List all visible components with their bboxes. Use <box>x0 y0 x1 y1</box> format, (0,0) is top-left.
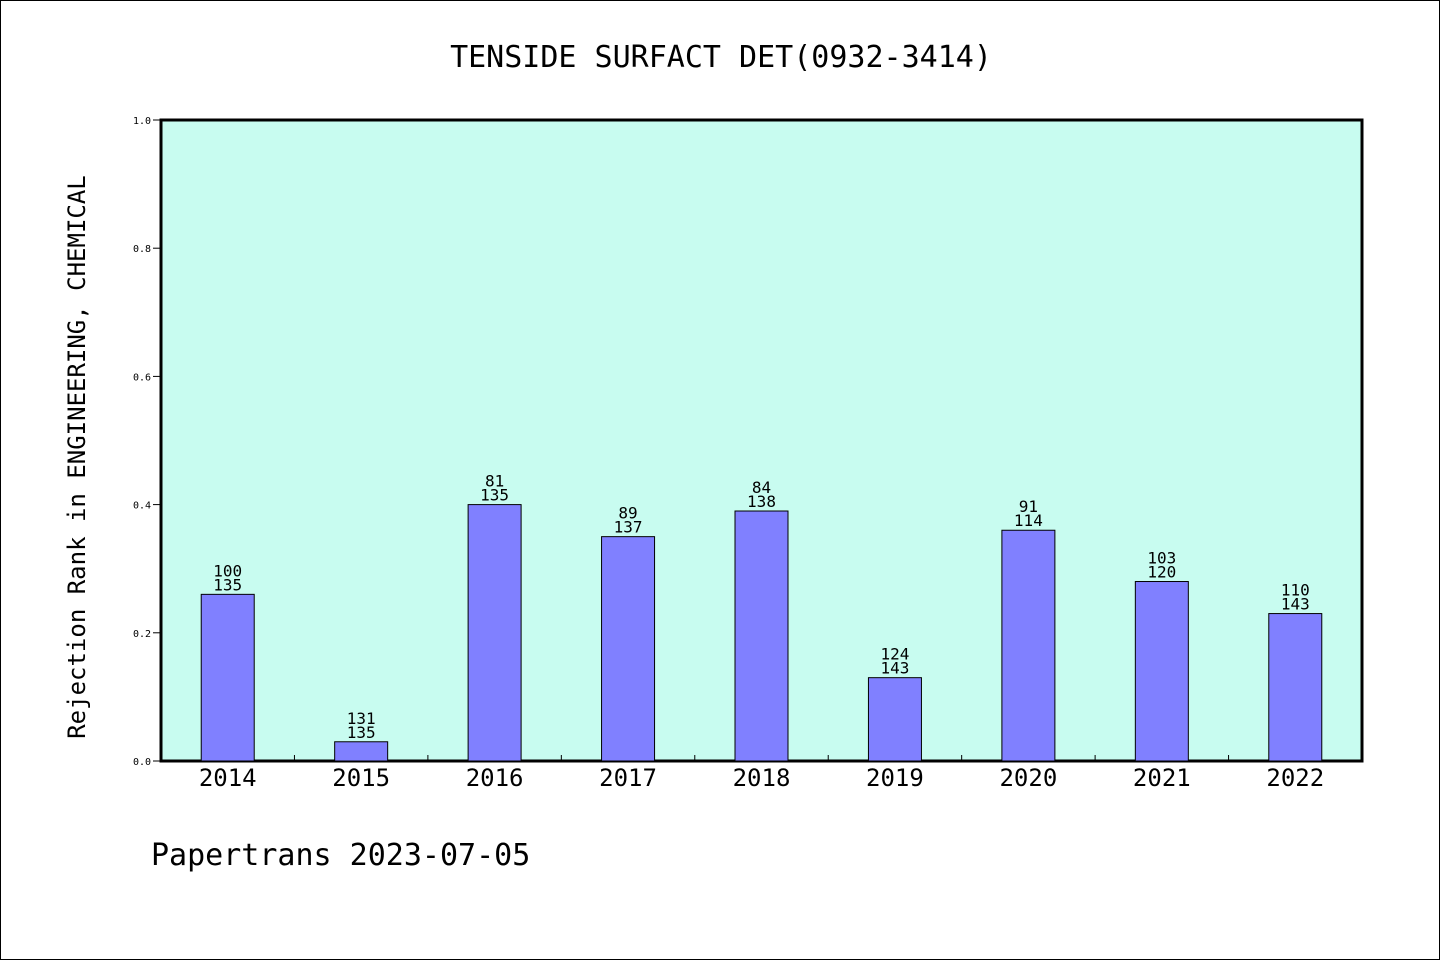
x-tick-label: 2017 <box>599 764 657 792</box>
x-tick-label: 2014 <box>199 764 257 792</box>
x-tick-label: 2020 <box>999 764 1057 792</box>
bar-2018 <box>734 510 789 762</box>
bar-2015 <box>334 741 389 762</box>
chart-title: TENSIDE SURFACT DET(0932-3414) <box>450 40 992 75</box>
bar-label-bottom: 135 <box>480 486 509 505</box>
bar-label-top: 124 <box>880 645 909 664</box>
bar-label-bottom: 143 <box>880 659 909 678</box>
x-tick-label: 2018 <box>733 764 791 792</box>
bar-label-top: 89 <box>618 504 637 523</box>
bars-group: 1001351311358113589137841381241439111410… <box>200 472 1323 762</box>
footer-note: Papertrans 2023-07-05 <box>151 838 530 873</box>
bar-2019 <box>867 677 922 762</box>
bar-label-bottom: 137 <box>614 518 643 537</box>
x-tick-label: 2016 <box>466 764 524 792</box>
x-tick-label: 2021 <box>1133 764 1191 792</box>
bar-label-bottom: 135 <box>213 575 242 594</box>
bar-label-top: 91 <box>1019 497 1038 516</box>
bar-label-bottom: 143 <box>1281 595 1310 614</box>
bar-2022 <box>1268 613 1323 762</box>
bar-label-bottom: 120 <box>1147 563 1176 582</box>
bar-label-bottom: 114 <box>1014 511 1043 530</box>
y-ticks-group: 0.0 0.2 0.4 0.6 0.8 1.0 <box>133 116 161 768</box>
bar-2021 <box>1134 581 1189 762</box>
bar-label-top: 110 <box>1281 581 1310 600</box>
y-tick-label: 0.0 <box>133 757 151 768</box>
bar-label-top: 100 <box>213 561 242 580</box>
bar-2020 <box>1001 529 1056 762</box>
bar-label-top: 81 <box>485 472 504 491</box>
bar-label-top: 103 <box>1147 549 1176 568</box>
y-axis-label: Rejection Rank in ENGINEERING, CHEMICAL <box>63 175 91 739</box>
x-tick-label: 2022 <box>1266 764 1324 792</box>
bar-label-top: 131 <box>347 709 376 728</box>
y-tick-label: 0.2 <box>133 629 151 640</box>
bar-2014 <box>200 593 255 762</box>
bar-2016 <box>467 504 522 762</box>
bar-2017 <box>601 536 656 762</box>
y-tick-label: 0.8 <box>133 244 151 255</box>
x-tick-label: 2019 <box>866 764 924 792</box>
y-tick-label: 0.6 <box>133 372 151 383</box>
x-tick-label: 2015 <box>332 764 390 792</box>
x-ticks-group: 2014 2015 2016 2017 2018 2019 2020 2021 2022 <box>199 755 1324 792</box>
bar-label-bottom: 138 <box>747 492 776 511</box>
y-tick-label: 1.0 <box>133 116 151 127</box>
bar-label-bottom: 135 <box>347 723 376 742</box>
bar-label-top: 84 <box>752 478 771 497</box>
y-tick-label: 0.4 <box>133 501 151 512</box>
